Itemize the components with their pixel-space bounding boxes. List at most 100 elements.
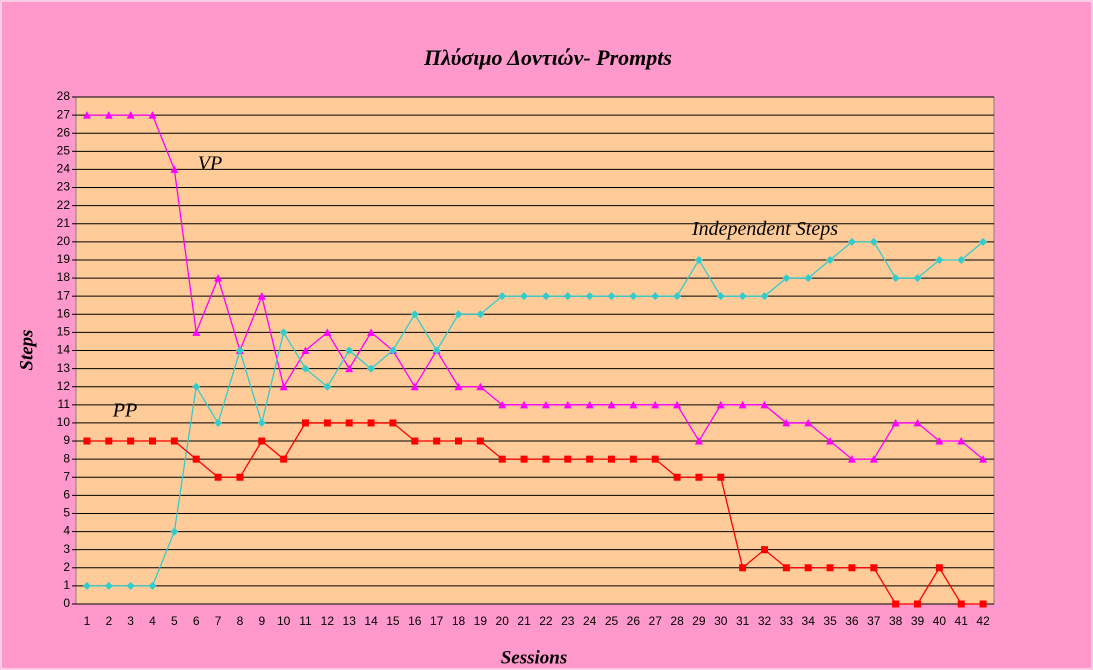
x-tick-label: 1 [84, 614, 91, 628]
marker [520, 400, 529, 409]
y-tick-label: 28 [57, 89, 71, 103]
marker [673, 292, 682, 301]
x-tick-label: 34 [802, 614, 816, 628]
marker [673, 400, 682, 409]
series-line [86, 422, 984, 605]
marker [389, 419, 397, 427]
marker [498, 455, 506, 463]
marker [891, 274, 900, 283]
marker [957, 600, 965, 608]
marker [673, 473, 681, 481]
x-tick-label: 26 [627, 614, 641, 628]
marker [585, 292, 594, 301]
y-tick-label: 17 [57, 288, 71, 302]
marker [345, 364, 354, 373]
x-tick-label: 36 [845, 614, 859, 628]
marker [432, 346, 441, 355]
y-tick-label: 7 [63, 469, 70, 483]
x-tick-label: 38 [889, 614, 903, 628]
marker [192, 382, 201, 391]
x-tick-label: 4 [149, 614, 156, 628]
chart-title: Πλύσιμο Δοντιών- Prompts [423, 45, 672, 70]
y-tick-label: 22 [57, 198, 71, 212]
marker [847, 237, 856, 246]
marker [127, 437, 135, 445]
marker [914, 600, 921, 608]
marker [739, 564, 747, 572]
marker [214, 473, 222, 481]
x-tick-label: 8 [237, 614, 244, 628]
y-tick-label: 13 [57, 361, 71, 375]
marker [301, 346, 310, 354]
marker [979, 455, 988, 463]
marker [170, 527, 179, 536]
marker [629, 400, 638, 409]
marker [979, 600, 987, 608]
marker [869, 455, 878, 463]
marker [520, 455, 528, 463]
y-tick-label: 21 [57, 216, 71, 230]
y-tick-label: 9 [63, 433, 70, 447]
x-tick-label: 33 [780, 614, 794, 628]
x-tick-label: 16 [408, 614, 422, 628]
x-tick-label: 12 [321, 614, 335, 628]
marker [323, 382, 332, 391]
x-tick-label: 29 [692, 614, 706, 628]
x-tick-label: 14 [364, 614, 378, 628]
x-tick-label: 20 [496, 614, 510, 628]
marker [520, 292, 529, 301]
marker [629, 292, 638, 301]
marker [782, 418, 791, 427]
marker [563, 400, 572, 409]
y-tick-label: 10 [57, 415, 71, 429]
x-tick-label: 5 [171, 614, 178, 628]
marker [367, 364, 376, 373]
marker [498, 292, 507, 301]
marker [804, 418, 813, 427]
marker [541, 292, 550, 301]
y-tick-label: 2 [63, 560, 70, 574]
x-tick-label: 25 [605, 614, 619, 628]
marker [148, 581, 157, 590]
marker [957, 255, 966, 264]
marker [476, 382, 485, 391]
marker [651, 455, 659, 463]
marker [629, 455, 637, 463]
marker [105, 437, 113, 445]
y-tick-label: 18 [57, 270, 71, 284]
marker [651, 400, 660, 409]
y-tick-label: 19 [57, 252, 71, 266]
marker [410, 310, 419, 319]
marker [847, 455, 856, 463]
x-tick-label: 9 [258, 614, 265, 628]
x-tick-label: 35 [823, 614, 837, 628]
marker [760, 400, 769, 409]
marker [104, 111, 113, 119]
x-tick-label: 30 [714, 614, 728, 628]
marker [607, 292, 616, 301]
marker [433, 437, 441, 445]
y-tick-label: 12 [57, 379, 71, 393]
marker [410, 382, 419, 391]
marker [367, 419, 375, 427]
marker [870, 564, 878, 572]
x-tick-label: 13 [343, 614, 357, 628]
x-axis-label: Sessions [501, 647, 568, 668]
y-tick-label: 4 [63, 524, 70, 538]
y-tick-label: 24 [57, 162, 71, 176]
marker [738, 292, 747, 301]
y-tick-label: 25 [57, 143, 71, 157]
x-tick-label: 18 [452, 614, 466, 628]
marker [542, 455, 550, 463]
marker [214, 418, 223, 427]
marker [83, 437, 91, 445]
marker [760, 292, 769, 301]
y-tick-label: 27 [57, 107, 71, 121]
marker [476, 437, 484, 445]
x-tick-label: 42 [976, 614, 990, 628]
marker [257, 418, 266, 427]
series-line [86, 241, 984, 587]
marker [279, 382, 288, 391]
marker [957, 437, 966, 445]
marker [170, 437, 178, 445]
